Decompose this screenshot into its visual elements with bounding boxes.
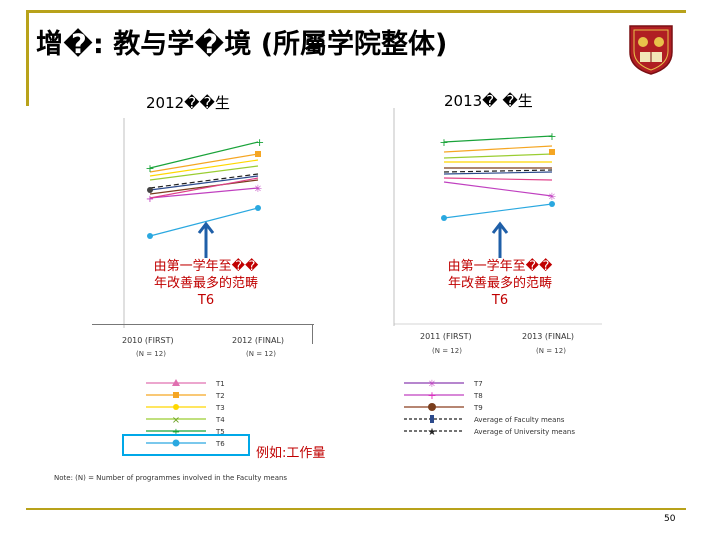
- svg-text:+: +: [547, 130, 556, 143]
- note-line: T6: [432, 292, 568, 309]
- x-tick-start: 2010 (FIRST): [122, 336, 174, 345]
- svg-text:✳: ✳: [254, 184, 262, 195]
- page-number: 50: [664, 514, 675, 524]
- svg-text:+: +: [439, 136, 448, 149]
- legend-label-university-mean: Average of University means: [474, 428, 575, 436]
- university-crest-icon: [626, 22, 676, 76]
- highlight-box-t6: [122, 434, 250, 456]
- arrow-up-icon: [196, 220, 216, 260]
- n-end: (N = 12): [536, 347, 566, 355]
- example-label: 例如:工作量: [256, 442, 325, 461]
- n-start: (N = 12): [432, 347, 462, 355]
- x-tick-end: 2012 (FINAL): [232, 336, 284, 345]
- legend-label-t9: T9: [474, 404, 483, 412]
- x-tick-end: 2013 (FINAL): [522, 332, 574, 341]
- x-axis-left: [92, 324, 314, 325]
- x-tick-start: 2011 (FIRST): [420, 332, 472, 341]
- note-line: 由第一学年至��: [138, 258, 274, 275]
- svg-text:+: +: [427, 389, 436, 402]
- legend-label-t1: T1: [216, 380, 225, 388]
- note-line: 由第一学年至��: [432, 258, 568, 275]
- svg-text:+: +: [255, 136, 264, 149]
- svg-text:+: +: [146, 194, 154, 205]
- slide-title: 增�: 教与学�境 (所屬学院整体): [36, 22, 447, 61]
- legend-right-swatches: ✳ + ★: [404, 378, 470, 440]
- n-end: (N = 12): [246, 350, 276, 358]
- legend-label-t8: T8: [474, 392, 483, 400]
- svg-text:+: +: [145, 162, 154, 175]
- svg-text:×: ×: [172, 415, 180, 426]
- frame-left-rule: [26, 10, 29, 106]
- legend-label-t4: T4: [216, 416, 225, 424]
- svg-text:✳: ✳: [548, 192, 556, 203]
- note-line: 年改善最多的范畴: [138, 275, 274, 292]
- frame-top-rule: [26, 10, 686, 13]
- note-line: 年改善最多的范畴: [432, 275, 568, 292]
- note-left: 由第一学年至�� 年改善最多的范畴 T6: [138, 258, 274, 309]
- legend-label-t3: T3: [216, 404, 225, 412]
- legend-label-t2: T2: [216, 392, 225, 400]
- note-line: T6: [138, 292, 274, 309]
- axis-tick: [312, 324, 313, 344]
- n-start: (N = 12): [136, 350, 166, 358]
- note-right: 由第一学年至�� 年改善最多的范畴 T6: [432, 258, 568, 309]
- arrow-up-icon: [490, 220, 510, 260]
- svg-text:★: ★: [428, 427, 437, 438]
- legend-label-faculty-mean: Average of Faculty means: [474, 416, 564, 424]
- frame-bottom-rule: [26, 508, 686, 510]
- footnote: Note: (N) = Number of programmes involve…: [54, 474, 287, 482]
- legend-label-t7: T7: [474, 380, 483, 388]
